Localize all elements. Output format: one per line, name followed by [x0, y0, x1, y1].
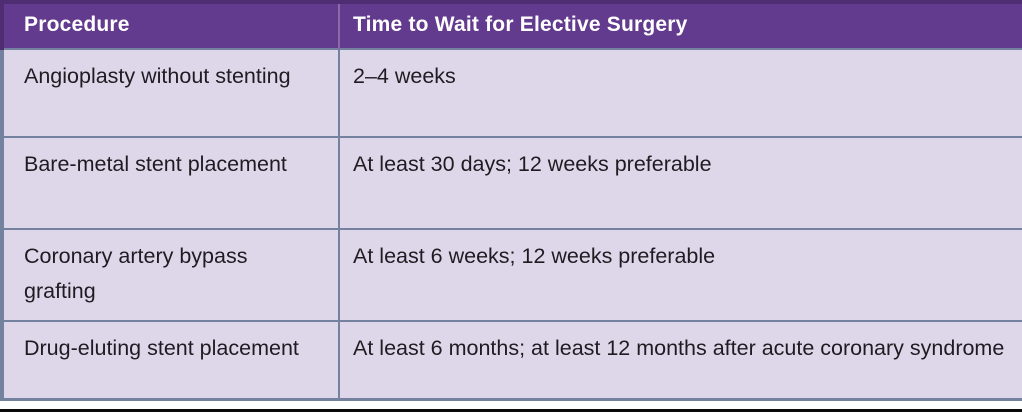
wait-time-cell: At least 6 months; at least 12 months af… — [338, 320, 1022, 401]
table-row: Angioplasty without stenting 2–4 weeks — [0, 48, 1022, 138]
column-header-wait-time: Time to Wait for Elective Surgery — [339, 0, 1022, 49]
table-row: Coronary artery bypass grafting At least… — [0, 228, 1022, 322]
table-header-row: Procedure Time to Wait for Elective Surg… — [0, 0, 1022, 49]
table-row: Drug-eluting stent placement At least 6 … — [0, 320, 1022, 401]
wait-time-cell: At least 30 days; 12 weeks preferable — [338, 136, 1022, 230]
procedure-cell: Bare-metal stent placement — [0, 136, 340, 230]
procedure-cell: Angioplasty without stenting — [0, 48, 340, 138]
page-bottom-rule — [0, 409, 1022, 412]
procedure-cell: Drug-eluting stent placement — [0, 320, 340, 401]
table-row: Bare-metal stent placement At least 30 d… — [0, 136, 1022, 230]
procedure-cell: Coronary artery bypass grafting — [0, 228, 340, 322]
column-header-procedure: Procedure — [0, 0, 340, 49]
wait-time-cell: At least 6 weeks; 12 weeks preferable — [338, 228, 1022, 322]
elective-surgery-wait-table: Procedure Time to Wait for Elective Surg… — [0, 0, 1022, 401]
wait-time-cell: 2–4 weeks — [338, 48, 1022, 138]
